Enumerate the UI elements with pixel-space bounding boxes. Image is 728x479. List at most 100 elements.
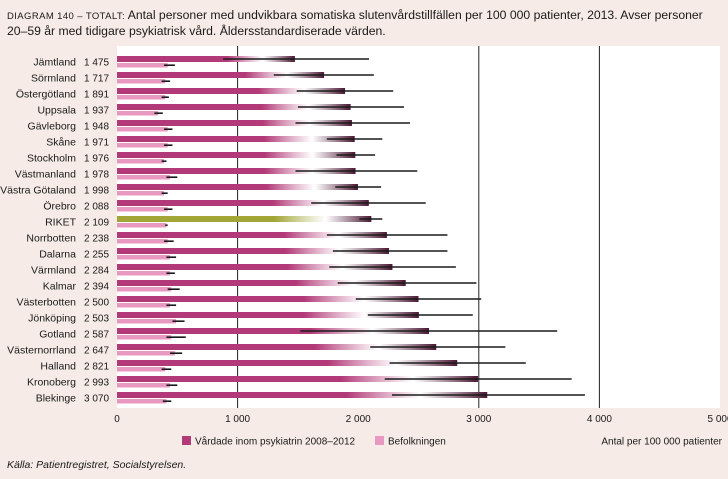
value-label: 2 255 (84, 250, 109, 261)
value-label: 1 937 (84, 106, 109, 117)
bar-psyk (117, 88, 346, 94)
value-label: 2 284 (84, 266, 109, 277)
category-label: Västernorrland (7, 345, 76, 357)
bar-psyk (117, 232, 387, 238)
diagram-label: DIAGRAM 140 – TOTALT: (7, 11, 126, 22)
value-label: 2 587 (84, 330, 109, 341)
category-labels: Jämtland 1 475 Sörmland 1 717 Östergötland 1 … (0, 57, 109, 405)
value-label: 2 500 (84, 298, 109, 309)
bar-population (117, 351, 175, 356)
category-label: Sörmland (31, 73, 76, 85)
bar-population (117, 383, 171, 388)
category-label: Örebro (43, 201, 76, 213)
category-label: Värmland (31, 265, 76, 277)
x-tick-label: 4 000 (587, 414, 612, 425)
source-note: Källa: Patientregistret, Socialstyrelsen… (7, 459, 187, 471)
bar-psyk (117, 344, 437, 350)
title-text: Antal personer med undvikbara somatiska … (7, 8, 703, 38)
value-label: 2 238 (84, 234, 109, 245)
value-label: 1 891 (84, 90, 109, 101)
category-label: Gävleborg (28, 121, 77, 133)
category-label: RIKET (45, 217, 77, 229)
legend-swatch-population (375, 436, 384, 445)
value-label: 1 717 (84, 74, 109, 85)
bar-population (117, 239, 168, 244)
bar-population (117, 399, 167, 404)
x-tick-label: 0 (114, 414, 120, 425)
bar-population (117, 207, 168, 212)
value-label: 2 647 (84, 346, 109, 357)
bar-population (117, 127, 168, 132)
category-label: Skåne (46, 137, 76, 149)
x-tick-label: 5 000 (707, 414, 728, 425)
bar-psyk (117, 104, 351, 110)
value-label: 2 109 (84, 218, 109, 229)
legend-swatch-psyk (182, 436, 191, 445)
bar-psyk (117, 200, 369, 206)
bar-population (117, 159, 165, 164)
value-label: 1 976 (84, 154, 109, 165)
bar-psyk (117, 152, 356, 158)
bar-psyk (117, 248, 389, 254)
category-label: Jönköping (28, 313, 76, 325)
value-label: 2 821 (84, 362, 109, 373)
bar-population (117, 367, 166, 372)
value-label: 3 070 (84, 394, 109, 405)
bar-population (117, 255, 171, 260)
value-label: 2 088 (84, 202, 109, 213)
category-label: Stockholm (27, 153, 76, 165)
category-label: Dalarna (39, 249, 76, 261)
category-label: Blekinge (36, 393, 76, 405)
bar-psyk (117, 264, 393, 270)
x-axis-title: Antal per 100 000 patienter (601, 437, 722, 448)
bar-psyk (117, 328, 429, 334)
category-label: Uppsala (37, 105, 76, 117)
bar-psyk (117, 168, 356, 174)
x-tick-label: 2 000 (346, 414, 371, 425)
bar-psyk (117, 280, 406, 286)
bar-population (117, 335, 172, 340)
category-label: Kalmar (43, 281, 77, 293)
value-label: 1 475 (84, 58, 109, 69)
bar-psyk (117, 216, 372, 222)
category-label: Norrbotten (26, 233, 76, 245)
chart-title: DIAGRAM 140 – TOTALT: Antal personer med… (7, 8, 719, 39)
category-label: Gotland (39, 329, 76, 341)
bar-population (117, 319, 177, 324)
bar-population (117, 143, 168, 148)
bar-population (117, 303, 171, 308)
bar-psyk (117, 360, 458, 366)
bar-psyk (117, 136, 355, 142)
value-label: 1 978 (84, 170, 109, 181)
x-tick-label: 3 000 (466, 414, 491, 425)
bar-psyk (117, 56, 295, 62)
value-label: 2 503 (84, 314, 109, 325)
category-label: Halland (40, 361, 76, 373)
value-label: 1 971 (84, 138, 109, 149)
bar-psyk (117, 120, 352, 126)
category-label: Västra Götaland (0, 185, 76, 197)
category-label: Östergötland (16, 89, 76, 101)
bar-population (117, 287, 172, 292)
bar-population (117, 95, 166, 100)
value-label: 2 394 (84, 282, 109, 293)
bar-psyk (117, 184, 358, 190)
bar-population (117, 191, 165, 196)
x-tick-label: 1 000 (225, 414, 250, 425)
legend: Vårdade inom psykiatrin 2008–2012 Befolkn… (182, 436, 723, 448)
plot-area (117, 46, 720, 408)
bars (117, 56, 585, 404)
bar-population (117, 111, 159, 116)
category-label: Jämtland (33, 57, 76, 69)
category-label: Västerbotten (16, 297, 76, 309)
bar-psyk (117, 312, 419, 318)
legend-label-psyk: Vårdade inom psykiatrin 2008–2012 (195, 436, 356, 448)
bar-population (117, 271, 171, 276)
value-label: 1 948 (84, 122, 109, 133)
bar-population (117, 79, 166, 84)
category-label: Västmanland (15, 169, 76, 181)
x-axis: 0 1 000 2 000 3 000 4 000 5 000 (114, 414, 728, 425)
bar-population (117, 175, 171, 180)
bar-psyk (117, 296, 419, 302)
